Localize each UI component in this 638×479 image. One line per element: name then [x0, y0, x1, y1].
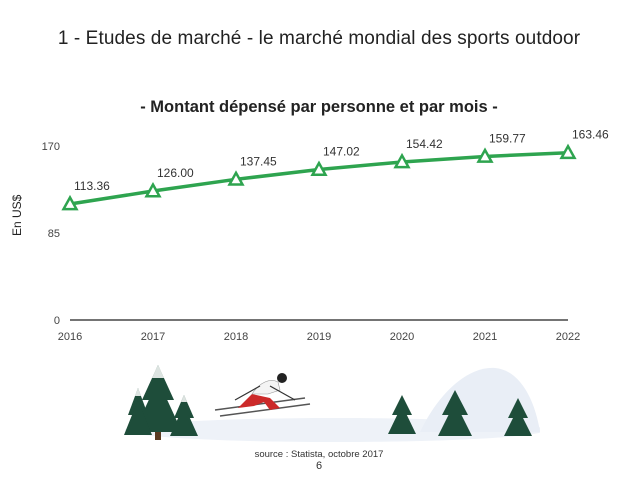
data-point-marker	[476, 147, 494, 163]
data-point-marker	[559, 143, 577, 160]
data-label: 113.36	[74, 179, 110, 193]
y-tick-label: 85	[48, 228, 60, 240]
slide-title: 1 - Etudes de marché - le marché mondial…	[57, 28, 581, 49]
data-point-marker	[61, 194, 79, 211]
data-label: 154.42	[406, 137, 443, 151]
x-tick-label: 2016	[58, 331, 82, 343]
data-point-marker	[393, 152, 411, 169]
data-label: 147.02	[323, 145, 360, 159]
x-tick-label: 2019	[307, 331, 331, 343]
series-line	[69, 150, 569, 206]
chart-title: - Montant dépensé par personne et par mo…	[140, 98, 498, 116]
data-point-marker	[144, 181, 162, 198]
data-label: 126.00	[157, 166, 194, 180]
page-number: 6	[315, 460, 323, 472]
y-tick-label: 170	[42, 141, 60, 153]
data-point-marker	[310, 160, 328, 176]
x-tick-label: 2022	[556, 331, 580, 343]
skier-winter-scene-icon	[124, 365, 540, 442]
data-label: 159.77	[489, 131, 526, 145]
y-tick-label: 0	[54, 315, 60, 327]
x-tick-label: 2017	[141, 331, 165, 343]
line-chart: 0 85 170 2016 2017 2018 2019 2020 2021 2022 113.36…	[42, 128, 609, 343]
data-label: 137.45	[240, 154, 277, 168]
skier-icon	[214, 373, 311, 417]
x-tick-label: 2018	[224, 331, 248, 343]
x-tick-label: 2020	[390, 331, 414, 343]
source-note: source : Statista, octobre 2017	[254, 449, 384, 460]
data-point-marker	[227, 170, 245, 186]
data-label: 163.46	[572, 128, 609, 142]
x-tick-label: 2021	[473, 331, 497, 343]
